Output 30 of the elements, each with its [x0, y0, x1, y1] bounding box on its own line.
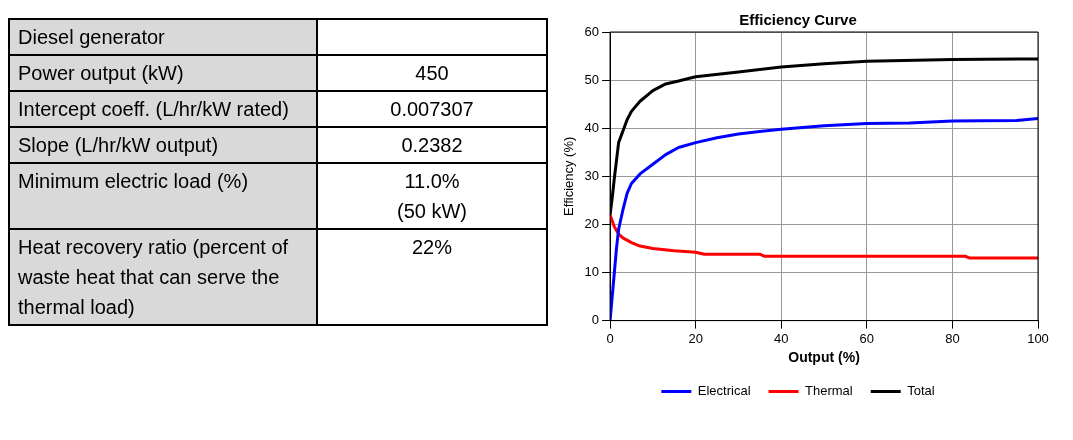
category-label: Minimum electric load (%)	[9, 163, 317, 229]
chart-title: Efficiency Curve	[739, 11, 857, 29]
y-tick-label: 20	[584, 215, 600, 231]
y-tick-label: 30	[584, 167, 600, 183]
y-tick-label: 10	[584, 264, 600, 280]
category-label: Intercept coeff. (L/hr/kW rated)	[9, 91, 317, 127]
legend-label: Thermal	[805, 383, 853, 399]
category-label: Slope (L/hr/kW output)	[9, 127, 317, 163]
y-tick-label: 0	[591, 312, 600, 328]
y-tick-label: 60	[584, 23, 600, 39]
text: 22%	[411, 236, 453, 258]
y-tick-label: 40	[584, 119, 600, 135]
legend-label: Electrical	[697, 383, 751, 399]
text: 0.007307	[390, 98, 474, 120]
y-tick-label: 50	[584, 71, 600, 87]
x-tick-label: 80	[945, 330, 960, 346]
text: 0.2382	[401, 134, 463, 156]
category-label: Heat recovery ratio (percent of waste heat that can serve the thermal load)	[9, 229, 317, 325]
category-label: Diesel generator	[9, 19, 317, 55]
x-tick-label: 40	[774, 330, 789, 346]
y-axis-title: Efficiency (%)	[561, 136, 577, 216]
category-label: Power output (kW)	[9, 55, 317, 91]
text: 450	[415, 62, 449, 84]
legend-label: Total	[907, 383, 935, 399]
x-tick-label: 100	[1027, 330, 1049, 346]
x-axis-title: Output (%)	[788, 349, 860, 366]
x-tick-label: 0	[606, 330, 614, 346]
x-tick-label: 20	[688, 330, 703, 346]
x-tick-label: 60	[859, 330, 875, 346]
text: 11.0% (50 kW)	[397, 170, 467, 222]
